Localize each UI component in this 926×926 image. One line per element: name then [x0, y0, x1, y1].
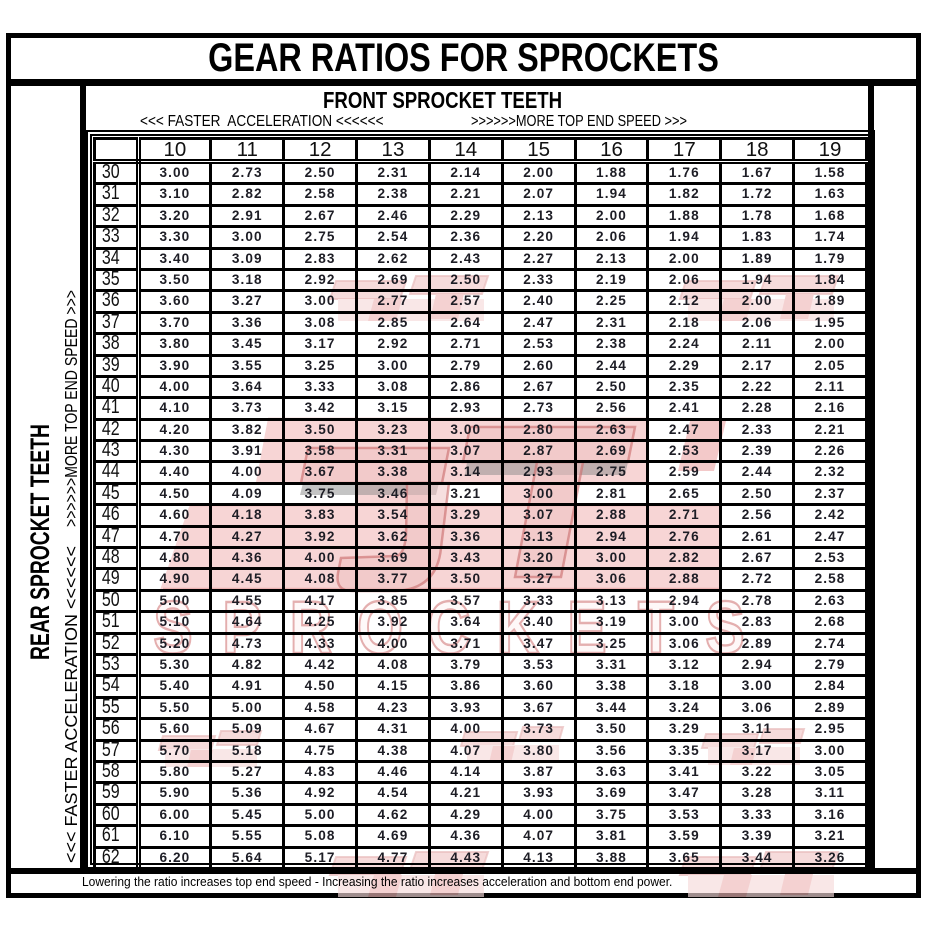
- svg-text:>>>>>>MORE TOP END SPEED >>>: >>>>>>MORE TOP END SPEED >>>: [61, 290, 81, 527]
- svg-text:REAR SPROCKET TEETH: REAR SPROCKET TEETH: [25, 424, 55, 660]
- svg-text:<<< FASTER ACCELERATION <<<<<: <<< FASTER ACCELERATION <<<<<<: [61, 546, 81, 863]
